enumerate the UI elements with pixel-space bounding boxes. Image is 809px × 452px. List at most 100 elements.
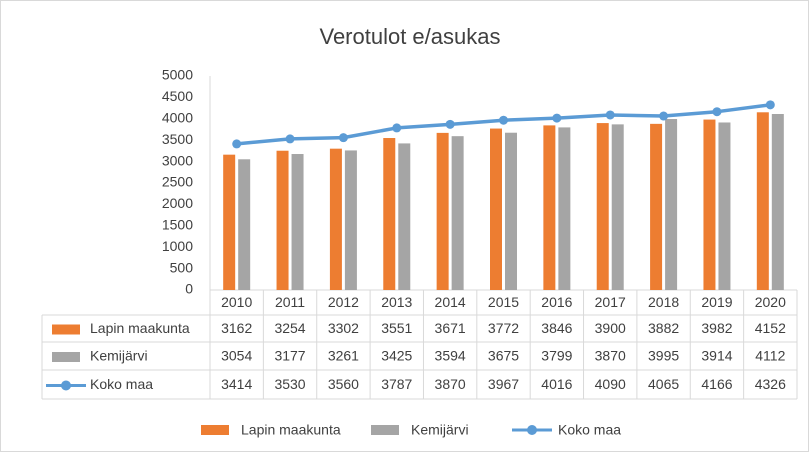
bar [223,154,236,290]
table-cell: 3675 [488,348,519,364]
marker [232,139,242,149]
table-row-label: Kemijärvi [90,348,148,364]
table-cell: 3414 [221,376,252,392]
marker [445,119,455,129]
bar [543,125,556,290]
table-cell: 3772 [488,320,519,336]
y-tick-label: 1000 [162,238,193,254]
legend-key [371,425,399,435]
table-row-label: Lapin maakunta [90,320,190,336]
table-cell: 3967 [488,376,519,392]
bar [505,132,517,290]
table-cell: 3787 [381,376,412,392]
table-cell: 3254 [274,320,305,336]
table-cell: 3302 [328,320,359,336]
marker [552,113,562,123]
table-cell: 3870 [595,348,626,364]
legend-key [527,425,537,435]
bar [398,143,411,290]
table-cell: 3882 [648,320,679,336]
bar [291,154,304,290]
x-tick-label: 2013 [381,294,412,310]
bar [383,138,396,290]
table-cell: 3177 [274,348,305,364]
table-cell: 4326 [755,376,786,392]
y-tick-label: 2000 [162,195,193,211]
table-cell: 3594 [435,348,466,364]
legend-label: Kemijärvi [411,422,469,438]
table-cell: 4152 [755,320,786,336]
bar [650,123,663,290]
x-tick-label: 2010 [221,294,252,310]
table-cell: 4016 [541,376,572,392]
chart-title: Verotulot e/asukas [319,24,500,49]
table-cell: 3530 [274,376,305,392]
bar [558,127,571,290]
table-cell: 3995 [648,348,679,364]
bar [718,122,731,290]
legend-label: Koko maa [558,422,621,438]
table-cell: 3054 [221,348,252,364]
y-tick-label: 4500 [162,88,193,104]
x-tick-label: 2015 [488,294,519,310]
bar [596,123,609,290]
x-tick-label: 2020 [755,294,786,310]
y-tick-label: 1500 [162,217,193,233]
table-cell: 4090 [595,376,626,392]
table-cell: 3914 [701,348,732,364]
bar [329,148,342,290]
table-legend-key [52,352,80,362]
y-tick-label: 3000 [162,152,193,168]
table-legend-key [61,380,71,391]
marker [659,111,669,121]
table-legend-key [52,324,80,335]
bar [756,112,769,290]
x-tick-label: 2018 [648,294,679,310]
marker [605,110,615,120]
marker [338,133,348,143]
table-cell: 3560 [328,376,359,392]
table-cell: 4112 [755,348,785,364]
y-tick-label: 500 [170,259,194,275]
table-cell: 4065 [648,376,679,392]
bar [611,124,624,290]
bar [436,132,449,290]
marker [392,123,402,133]
marker [499,115,508,125]
table-cell: 3551 [381,320,412,336]
bar [703,119,716,290]
bar [451,136,464,290]
bar [344,150,357,290]
table-cell: 3870 [435,376,466,392]
x-tick-label: 2011 [275,294,305,310]
table-cell: 4166 [701,376,732,392]
legend-key [201,425,229,435]
table-row-label: Koko maa [90,376,153,392]
table-cell: 3671 [435,320,466,336]
bar [665,119,678,290]
x-tick-label: 2012 [328,294,359,310]
legend-label: Lapin maakunta [241,422,341,438]
bar [771,114,784,290]
y-tick-label: 5000 [162,67,193,83]
table-cell: 3799 [541,348,572,364]
y-tick-label: 0 [185,281,193,297]
bar [238,159,251,290]
y-tick-label: 3500 [162,131,193,147]
bar [490,128,502,290]
marker [285,134,295,144]
bar [276,150,289,290]
table-cell: 3162 [221,320,252,336]
x-tick-label: 2019 [701,294,732,310]
x-tick-label: 2016 [541,294,572,310]
x-tick-label: 2014 [435,294,466,310]
table-cell: 3425 [381,348,412,364]
y-tick-label: 4000 [162,110,193,126]
y-tick-label: 2500 [162,174,193,190]
x-tick-label: 2017 [595,294,626,310]
table-cell: 3846 [541,320,572,336]
marker [712,107,722,117]
table-cell: 3982 [701,320,732,336]
marker [765,100,775,110]
